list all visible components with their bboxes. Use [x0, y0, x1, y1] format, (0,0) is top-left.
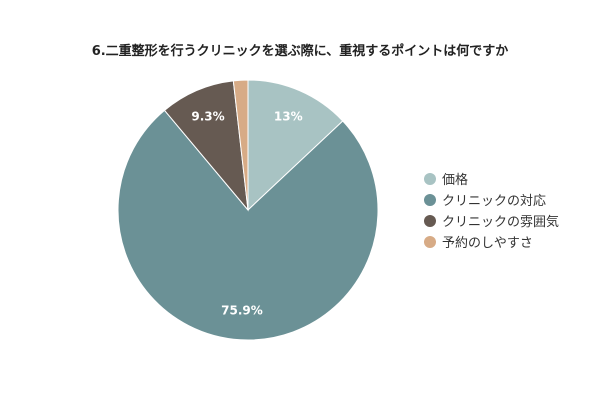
- legend-item-4: 予約のしやすさ: [424, 231, 559, 252]
- legend-item-3: クリニックの雰囲気: [424, 210, 559, 231]
- legend-label: 予約のしやすさ: [442, 236, 533, 251]
- pie-slice-1: [247, 79, 344, 212]
- data-label-3: 9.3%: [191, 109, 224, 123]
- legend-item-2: クリニックの対応: [424, 189, 559, 210]
- chart-title: 6.二重整形を行うクリニックを選ぶ際に、重視するポイントは何ですか: [91, 44, 509, 59]
- legend-swatch: [424, 172, 436, 185]
- legend: 価格クリニックの対応 クリニックの雰囲気 予約のしやすさ: [424, 168, 559, 252]
- legend-swatch: [424, 193, 436, 206]
- data-label-2: 75.9%: [221, 304, 263, 318]
- legend-label: クリニックの雰囲気: [442, 215, 560, 230]
- legend-label: 価格: [442, 173, 469, 188]
- legend-swatch: [424, 214, 436, 227]
- legend-label: クリニックの対応: [442, 194, 547, 209]
- pie-slice-2: [117, 109, 379, 341]
- data-label-1: 13%: [274, 109, 303, 123]
- legend-swatch: [424, 235, 436, 248]
- pie-slice-4: [232, 79, 249, 211]
- legend-item-1: 価格: [424, 168, 559, 189]
